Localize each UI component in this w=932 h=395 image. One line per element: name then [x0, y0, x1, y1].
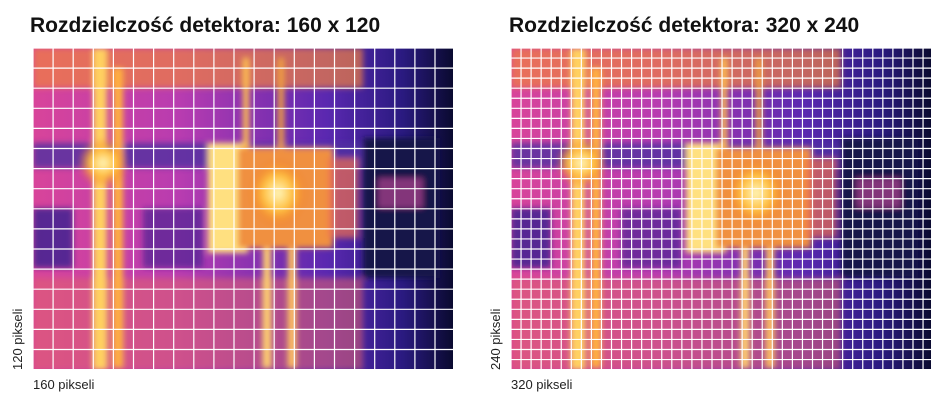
x-label: 160 pikseli: [33, 377, 95, 392]
page: Rozdzielczość detektora: 160 x 120 120 p…: [0, 0, 932, 395]
x-label: 320 pikseli: [511, 377, 573, 392]
y-label: 120 pikseli: [10, 308, 25, 370]
panel-title: Rozdzielczość detektora: 160 x 120: [30, 14, 380, 37]
panel-title: Rozdzielczość detektora: 320 x 240: [509, 14, 859, 37]
y-label: 240 pikseli: [488, 308, 503, 370]
